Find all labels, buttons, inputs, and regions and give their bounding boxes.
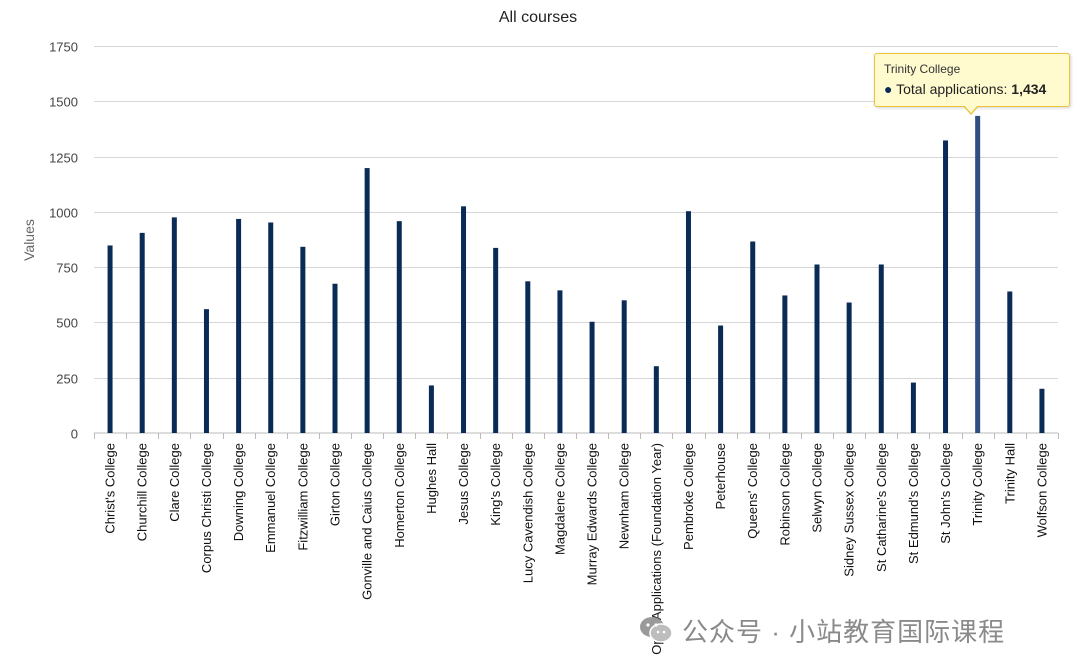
x-category-label: King's College [488, 443, 503, 526]
bar[interactable] [910, 382, 916, 433]
bar[interactable] [364, 168, 370, 433]
bar[interactable] [975, 115, 981, 434]
bar[interactable] [1039, 388, 1045, 433]
tooltip-pointer-fill [964, 105, 978, 113]
bar[interactable] [1007, 291, 1013, 433]
x-category-label: Churchill College [135, 443, 150, 541]
bar[interactable] [685, 211, 691, 433]
x-category-label: St John's College [938, 443, 953, 544]
x-category-label: Pembroke College [681, 443, 696, 550]
x-category-label: Homerton College [392, 443, 407, 548]
bar[interactable] [171, 217, 177, 433]
bar[interactable] [428, 385, 434, 433]
x-category-label: Hughes Hall [424, 443, 439, 514]
y-axis-label: Values [21, 219, 37, 261]
x-category-label: Murray Edwards College [585, 443, 600, 585]
x-category-label: St Catharine's College [874, 443, 889, 572]
y-tick-label: 1250 [49, 151, 78, 166]
y-axis-ticks: 0 250 500 750 1000 1250 1500 1750 [49, 40, 78, 442]
x-category-label: Jesus College [456, 443, 471, 525]
wechat-logo-icon [640, 617, 673, 643]
x-category-label: Lucy Cavendish College [520, 443, 535, 583]
bar[interactable] [814, 264, 820, 433]
chart-title: All courses [499, 9, 577, 26]
bars [107, 115, 1045, 434]
bar[interactable] [750, 241, 756, 433]
bar[interactable] [525, 281, 531, 433]
x-category-label: Queens' College [745, 443, 760, 539]
x-category-label: Gonville and Caius College [360, 443, 375, 600]
bar[interactable] [203, 309, 209, 433]
x-category-label: Corpus Christi College [199, 443, 214, 573]
tooltip: Trinity College ● Total applications: 1,… [874, 53, 1070, 107]
bar[interactable] [589, 321, 595, 433]
x-category-label: Robinson College [777, 443, 792, 546]
x-category-label: Girton College [328, 443, 343, 526]
y-tick-label: 1750 [49, 40, 78, 55]
x-category-label: St Edmund's College [906, 443, 921, 564]
bar[interactable] [268, 222, 274, 433]
x-category-label: Fitzwilliam College [295, 443, 310, 551]
bar[interactable] [782, 295, 788, 433]
bar[interactable] [461, 206, 467, 433]
y-tick-label: 0 [71, 427, 78, 442]
x-category-label: Peterhouse [713, 443, 728, 510]
bar[interactable] [300, 246, 306, 433]
bar[interactable] [653, 366, 659, 433]
y-tick-label: 750 [56, 261, 78, 276]
bar[interactable] [139, 232, 145, 433]
bar[interactable] [621, 300, 627, 433]
bar[interactable] [332, 283, 338, 433]
tooltip-bullet: ● [884, 81, 893, 97]
x-category-label: Clare College [167, 443, 182, 522]
x-category-label: Wolfson College [1034, 443, 1049, 537]
bar[interactable] [107, 245, 113, 433]
bar[interactable] [878, 264, 884, 433]
tooltip-title: Trinity College [884, 62, 961, 76]
y-tick-label: 1000 [49, 206, 78, 221]
x-category-label: Selwyn College [810, 443, 825, 533]
x-category-label: Trinity College [970, 443, 985, 526]
x-category-label: Emmanuel College [263, 443, 278, 553]
x-category-label: Sidney Sussex College [842, 443, 857, 577]
tooltip-value: 1,434 [1011, 81, 1047, 97]
bar[interactable] [846, 302, 852, 433]
watermark-text: 公众号 · 小站教育国际课程 [682, 616, 1006, 647]
x-category-label: Christ's College [103, 443, 118, 534]
x-category-label: Downing College [231, 443, 246, 541]
x-category-label: Trinity Hall [1002, 443, 1017, 504]
x-axis-ticks [94, 433, 1059, 439]
y-tick-label: 1500 [49, 95, 78, 110]
bar[interactable] [396, 221, 402, 433]
x-category-label: Newnham College [617, 443, 632, 549]
watermark: 公众号 · 小站教育国际课程 [638, 612, 1005, 648]
x-category-label: Magdalene College [552, 443, 567, 555]
bar[interactable] [236, 218, 242, 433]
x-axis-categories: Christ's College Churchill College Clare C… [103, 443, 1050, 655]
bar[interactable] [943, 140, 949, 434]
tooltip-line: ● Total applications: 1,434 [884, 81, 1069, 97]
x-category-label: Open Applications (Foundation Year) [649, 443, 664, 655]
tooltip-label: Total applications: [896, 81, 1012, 97]
y-tick-label: 500 [56, 316, 78, 331]
grid-lines [94, 46, 1058, 379]
y-tick-label: 250 [56, 372, 78, 387]
bar[interactable] [718, 325, 724, 433]
bar[interactable] [557, 290, 563, 433]
bar[interactable] [493, 247, 499, 433]
